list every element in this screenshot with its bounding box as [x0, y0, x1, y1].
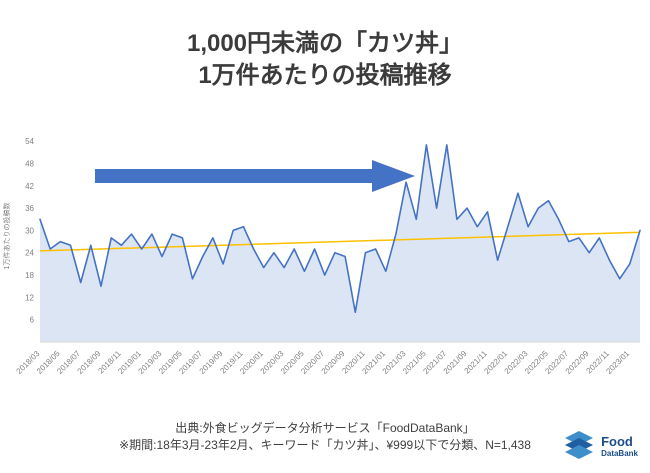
y-tick-label: 36: [25, 204, 34, 213]
logo-text: Food DataBank: [601, 435, 638, 458]
series-area: [40, 144, 640, 342]
y-tick-label: 48: [25, 160, 34, 169]
logo-subname: DataBank: [601, 448, 638, 458]
y-tick-label: 54: [25, 137, 34, 146]
chart-canvas: 6 12 18 24 30 36 42 48 54 2018/032018/052018/0720…: [2, 137, 641, 376]
posts-trend-chart: 6 12 18 24 30 36 42 48 54 2018/03 2018/05 2018/07 20…: [0, 112, 650, 408]
footer-notes: 出典:外食ビッグデータ分析サービス「FoodDataBank」 ※期間:18年3…: [0, 420, 650, 455]
y-tick-label: 6: [30, 316, 35, 325]
y-tick-label: 30: [25, 226, 34, 235]
fooddatabank-logo: Food DataBank: [562, 429, 638, 463]
note-line: ※期間:18年3月-23年2月、キーワード「カツ丼」、¥999以下で分類、N=1…: [119, 438, 531, 453]
source-line: 出典:外食ビッグデータ分析サービス「FoodDataBank」: [175, 421, 475, 435]
y-tick-label: 12: [25, 293, 34, 302]
database-stack-icon: [565, 431, 594, 459]
title-line-2: 1万件あたりの投稿推移: [198, 62, 452, 90]
x-tick-label: 2023/01: [604, 349, 631, 376]
y-tick-label: 24: [25, 249, 34, 258]
trend-arrow: [95, 160, 415, 192]
title-line-1: 1,000円未満の「カツ丼」: [186, 30, 464, 57]
logo-name: Food: [601, 433, 633, 449]
y-tick-label: 42: [25, 182, 34, 191]
y-axis-title: 1万件あたりの投稿数: [2, 203, 11, 270]
page-title: 1,000円未満の「カツ丼」 1万件あたりの投稿推移: [0, 28, 650, 93]
y-axis-ticks: 6 12 18 24 30 36 42 48 54: [25, 137, 34, 325]
x-axis-ticks: 2018/032018/052018/072018/092018/112019/…: [15, 349, 632, 376]
series-line: [39, 144, 641, 313]
y-tick-label: 18: [25, 271, 34, 280]
